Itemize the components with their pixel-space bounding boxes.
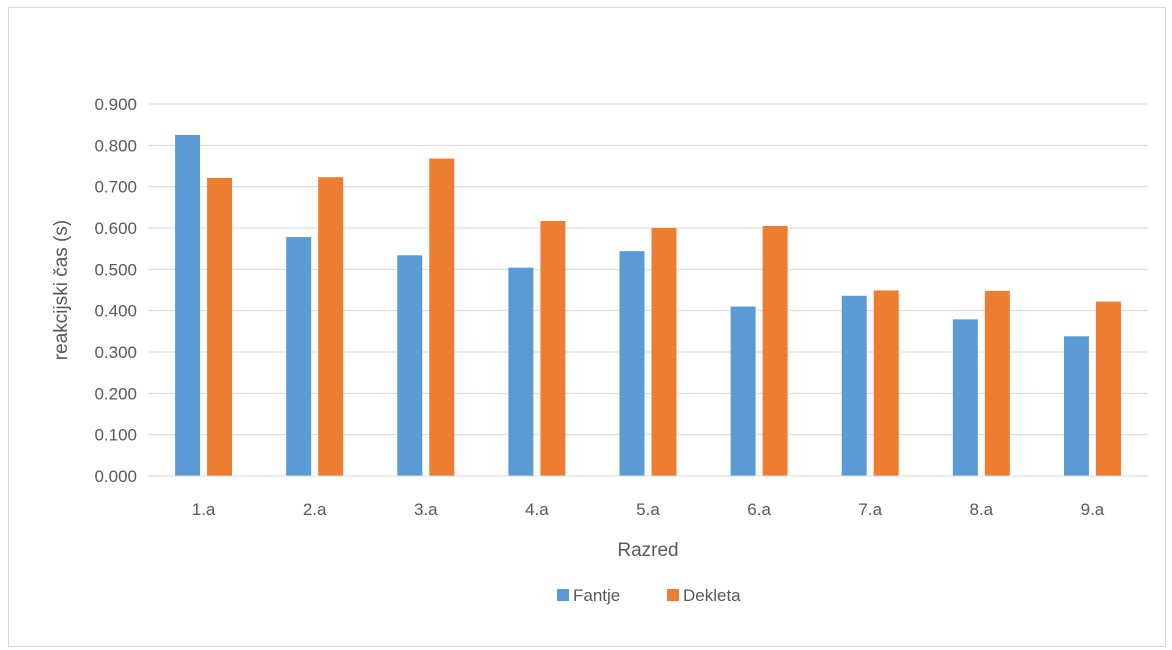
gridlines [148, 103, 1148, 436]
bar-fantje-5.a [619, 251, 645, 476]
x-tick-label: 2.a [303, 500, 327, 519]
x-axis-tick-labels: 1.a 2.a 3.a 4.a 5.a 6.a 7.a 8.a 9.a [192, 500, 1105, 519]
bar-dekleta-3.a [429, 158, 455, 476]
bar-dekleta-6.a [762, 225, 788, 476]
x-tick-label: 8.a [970, 500, 994, 519]
bars [175, 135, 1121, 476]
bar-fantje-1.a [175, 135, 201, 476]
y-tick-label: 0.700 [94, 178, 137, 197]
bar-dekleta-9.a [1095, 301, 1121, 476]
bar-dekleta-7.a [873, 290, 899, 476]
y-tick-label: 0.200 [94, 384, 137, 403]
y-tick-label: 0.600 [94, 219, 137, 238]
legend-label-fantje: Fantje [573, 586, 620, 605]
bar-fantje-2.a [286, 237, 312, 476]
x-tick-label: 4.a [525, 500, 549, 519]
legend-swatch-dekleta [667, 589, 679, 601]
bar-fantje-3.a [397, 255, 423, 476]
legend: Fantje Dekleta [557, 586, 741, 605]
x-tick-label: 7.a [858, 500, 882, 519]
bar-fantje-6.a [730, 306, 756, 476]
legend-label-dekleta: Dekleta [683, 586, 741, 605]
y-tick-label: 0.000 [94, 467, 137, 486]
y-tick-label: 0.900 [94, 95, 137, 114]
bar-dekleta-4.a [540, 220, 566, 476]
x-tick-label: 9.a [1081, 500, 1105, 519]
x-tick-label: 5.a [636, 500, 660, 519]
x-tick-label: 1.a [192, 500, 216, 519]
y-tick-label: 0.100 [94, 426, 137, 445]
legend-swatch-fantje [557, 589, 569, 601]
x-tick-label: 6.a [747, 500, 771, 519]
y-tick-label: 0.800 [94, 136, 137, 155]
bar-fantje-4.a [508, 267, 534, 476]
y-tick-label: 0.500 [94, 260, 137, 279]
y-axis-title: reakcijski čas (s) [51, 220, 72, 360]
bar-dekleta-1.a [207, 177, 233, 476]
bar-dekleta-2.a [318, 177, 344, 476]
bar-dekleta-5.a [651, 228, 677, 476]
y-tick-label: 0.400 [94, 302, 137, 321]
y-axis-tick-labels: 0.000 0.100 0.200 0.300 0.400 0.500 0.600 0.700… [94, 95, 137, 486]
x-tick-label: 3.a [414, 500, 438, 519]
bar-fantje-7.a [841, 295, 867, 476]
x-axis-title: Razred [617, 540, 678, 561]
bar-fantje-9.a [1063, 336, 1089, 476]
bar-dekleta-8.a [984, 290, 1010, 476]
y-tick-label: 0.300 [94, 343, 137, 362]
bar-fantje-8.a [952, 319, 978, 476]
